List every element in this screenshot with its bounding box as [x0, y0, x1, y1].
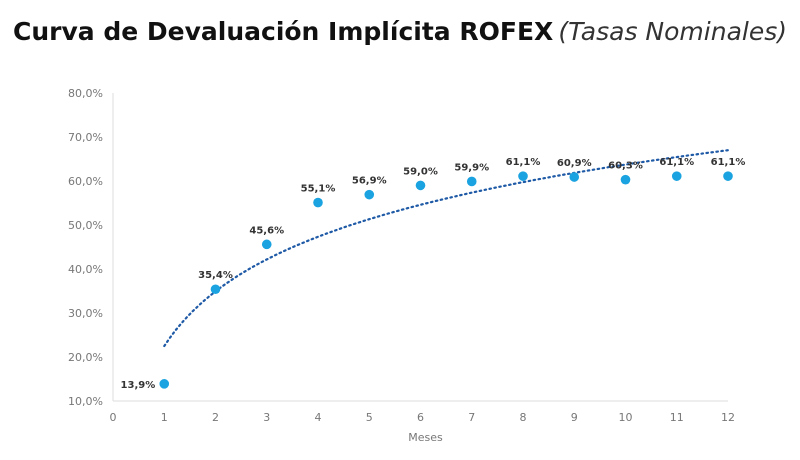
x-axis-title: Meses — [408, 431, 443, 444]
data-label: 45,6% — [249, 225, 284, 236]
y-tick-label: 50,0% — [68, 219, 103, 232]
x-tick-label: 9 — [571, 411, 578, 424]
data-label: 59,9% — [454, 162, 489, 173]
data-point — [210, 284, 221, 295]
data-label: 13,9% — [121, 380, 156, 391]
x-tick-label: 8 — [520, 411, 527, 424]
data-point — [518, 171, 528, 181]
data-point — [159, 379, 170, 389]
data-point — [569, 172, 580, 182]
data-point — [723, 171, 733, 181]
data-label: 60,9% — [557, 158, 592, 169]
data-points — [159, 171, 733, 389]
data-label: 35,4% — [198, 270, 233, 281]
data-label: 61,1% — [506, 157, 541, 168]
data-point — [313, 197, 323, 208]
data-label: 60,3% — [608, 161, 643, 172]
data-label: 59,0% — [403, 166, 438, 177]
data-point — [415, 180, 426, 191]
data-point — [466, 176, 477, 187]
x-tick-label: 11 — [670, 411, 684, 424]
y-tick-label: 80,0% — [68, 87, 103, 100]
chart-title-block: Curva de Devaluación Implícita ROFEX (Ta… — [0, 14, 800, 53]
data-label: 56,9% — [352, 176, 387, 187]
x-tick-label: 5 — [366, 411, 373, 424]
data-label: 61,1% — [659, 157, 694, 168]
trendline — [163, 149, 730, 348]
x-tick-label: 7 — [468, 411, 475, 424]
y-tick-label: 40,0% — [68, 263, 103, 276]
y-tick-label: 70,0% — [68, 131, 103, 144]
x-tick-label: 10 — [619, 411, 633, 424]
x-tick-label: 0 — [110, 411, 117, 424]
x-axis-ticks: 0 1 2 3 4 5 6 7 8 9 10 11 12 — [110, 411, 736, 424]
chart-subtitle: (Tasas Nominales) — [558, 17, 787, 46]
y-tick-label: 60,0% — [68, 175, 103, 188]
chart-title: Curva de Devaluación Implícita ROFEX — [12, 17, 554, 46]
data-point — [620, 174, 631, 185]
data-point — [261, 239, 272, 250]
y-tick-label: 20,0% — [68, 351, 103, 364]
x-tick-label: 1 — [161, 411, 168, 424]
y-tick-label: 10,0% — [68, 395, 103, 408]
x-tick-label: 4 — [315, 411, 322, 424]
data-point — [364, 189, 375, 200]
data-label: 55,1% — [301, 184, 336, 195]
x-tick-label: 6 — [417, 411, 424, 424]
x-tick-label: 12 — [721, 411, 735, 424]
y-axis-ticks: 10,0% 20,0% 30,0% 40,0% 50,0% 60,0% 70,0% 80,0% — [68, 87, 103, 408]
data-labels: 13,9% 35,4% 45,6% 55,1% 56,9% 59,0% 59,9% 61,1%… — [121, 157, 746, 391]
y-tick-label: 30,0% — [68, 307, 103, 320]
x-tick-label: 2 — [212, 411, 219, 424]
x-tick-label: 3 — [263, 411, 270, 424]
data-point — [671, 171, 682, 181]
data-label: 61,1% — [711, 157, 746, 168]
